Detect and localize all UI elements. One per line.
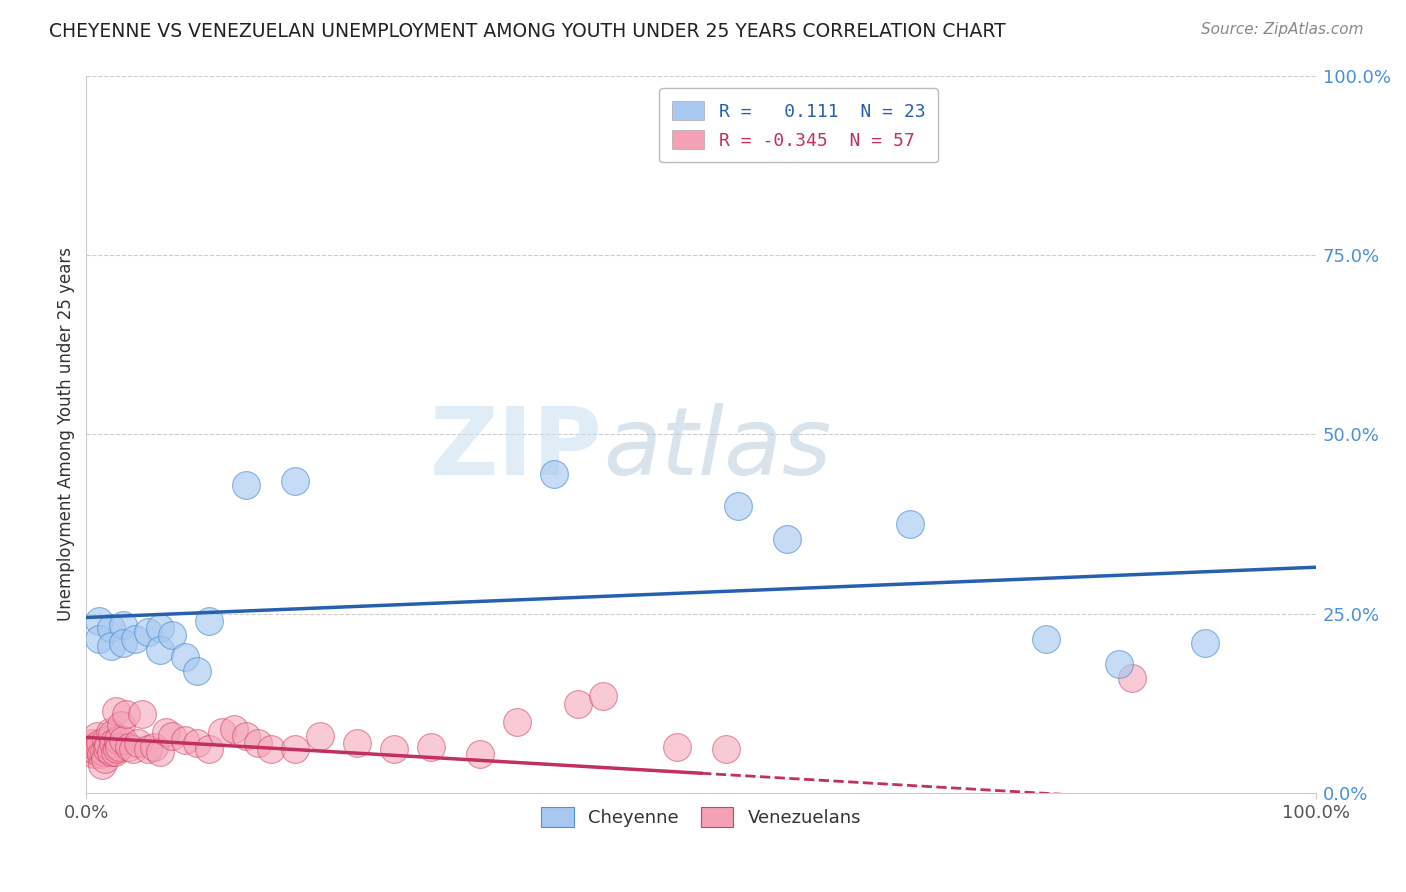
Point [79,739,101,754]
Point [96,742,118,756]
Point [567,697,589,711]
Point [91,757,114,772]
Point [110,718,132,732]
Point [419,739,441,754]
Point [87,614,110,628]
Point [1108,657,1130,672]
Point [149,642,172,657]
Text: ZIP: ZIP [430,403,603,495]
Point [142,739,165,754]
Point [100,745,122,759]
Point [124,632,146,646]
Point [131,707,153,722]
Point [776,532,799,546]
Point [104,704,127,718]
Point [1121,672,1143,686]
Point [112,732,135,747]
Point [100,621,122,635]
Point [222,722,245,736]
Point [235,477,257,491]
Point [173,650,195,665]
Point [103,745,125,759]
Point [173,732,195,747]
Point [198,742,221,756]
Point [98,725,121,739]
Point [86,729,108,743]
Point [100,639,122,653]
Point [82,736,104,750]
Point [87,739,110,754]
Point [108,739,131,754]
Point [103,736,125,750]
Point [284,474,307,488]
Point [149,621,172,635]
Point [105,742,128,756]
Point [89,736,111,750]
Point [665,739,688,754]
Point [346,736,368,750]
Point [80,743,103,757]
Point [468,747,491,761]
Point [136,624,159,639]
Point [112,617,135,632]
Y-axis label: Unemployment Among Youth under 25 years: Unemployment Among Youth under 25 years [58,247,75,622]
Point [506,714,529,729]
Point [155,725,177,739]
Point [107,732,129,747]
Point [90,747,112,761]
Point [162,628,184,642]
Point [83,747,105,761]
Point [83,743,105,757]
Point [211,725,233,739]
Legend: Cheyenne, Venezuelans: Cheyenne, Venezuelans [534,800,869,835]
Point [309,729,332,743]
Point [101,727,124,741]
Point [97,738,120,752]
Point [260,742,283,756]
Point [382,742,405,756]
Point [118,739,141,754]
Point [112,635,135,649]
Point [94,732,117,747]
Point [898,517,921,532]
Text: Source: ZipAtlas.com: Source: ZipAtlas.com [1201,22,1364,37]
Point [127,736,149,750]
Point [114,707,136,722]
Point [727,500,749,514]
Point [136,742,159,756]
Point [186,736,208,750]
Point [714,742,737,756]
Point [592,690,614,704]
Point [122,742,145,756]
Point [1035,632,1057,646]
Point [1194,635,1216,649]
Text: atlas: atlas [603,403,831,494]
Point [198,614,221,628]
Point [93,745,115,759]
Point [149,745,172,759]
Point [162,729,184,743]
Point [284,742,307,756]
Point [93,752,115,766]
Point [186,665,208,679]
Point [543,467,565,481]
Point [84,739,107,754]
Point [87,632,110,646]
Text: CHEYENNE VS VENEZUELAN UNEMPLOYMENT AMONG YOUTH UNDER 25 YEARS CORRELATION CHART: CHEYENNE VS VENEZUELAN UNEMPLOYMENT AMON… [49,22,1005,41]
Point [247,736,270,750]
Point [235,729,257,743]
